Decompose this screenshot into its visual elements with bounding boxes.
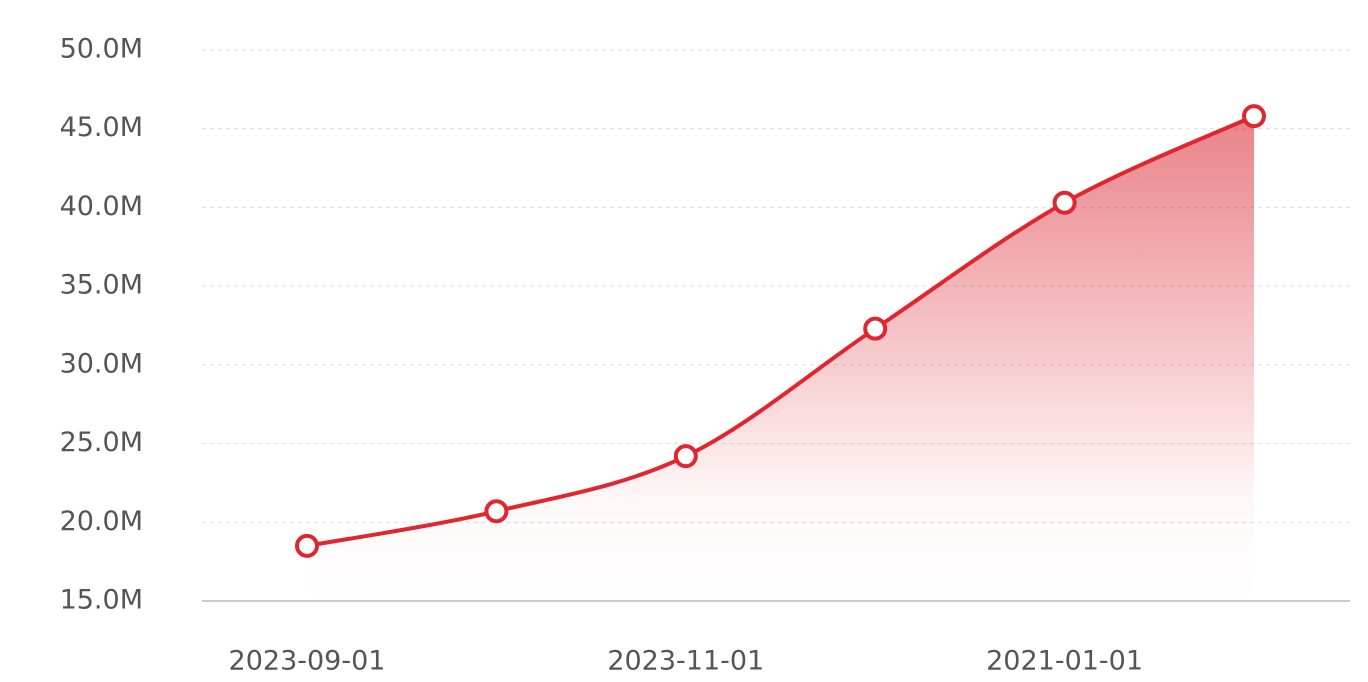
y-tick-label: 35.0M [60,270,143,301]
x-tick-label: 2021-01-01 [986,646,1143,677]
x-tick-label: 2023-09-01 [229,646,386,677]
y-tick-label: 45.0M [60,112,143,143]
point [863,316,888,341]
point [1242,104,1266,129]
point [673,444,698,469]
point [1052,190,1077,215]
y-tick-label: 30.0M [60,348,143,379]
y-tick-label: 15.0M [60,585,143,616]
y-tick-label: 20.0M [60,506,143,537]
point [484,499,509,524]
y-tick-label: 40.0M [60,191,143,222]
y-tick-label: 25.0M [60,427,143,458]
y-tick-label: 50.0M [60,34,143,65]
x-tick-label: 2023-11-01 [607,646,764,677]
point [295,533,319,558]
area [307,116,1254,602]
